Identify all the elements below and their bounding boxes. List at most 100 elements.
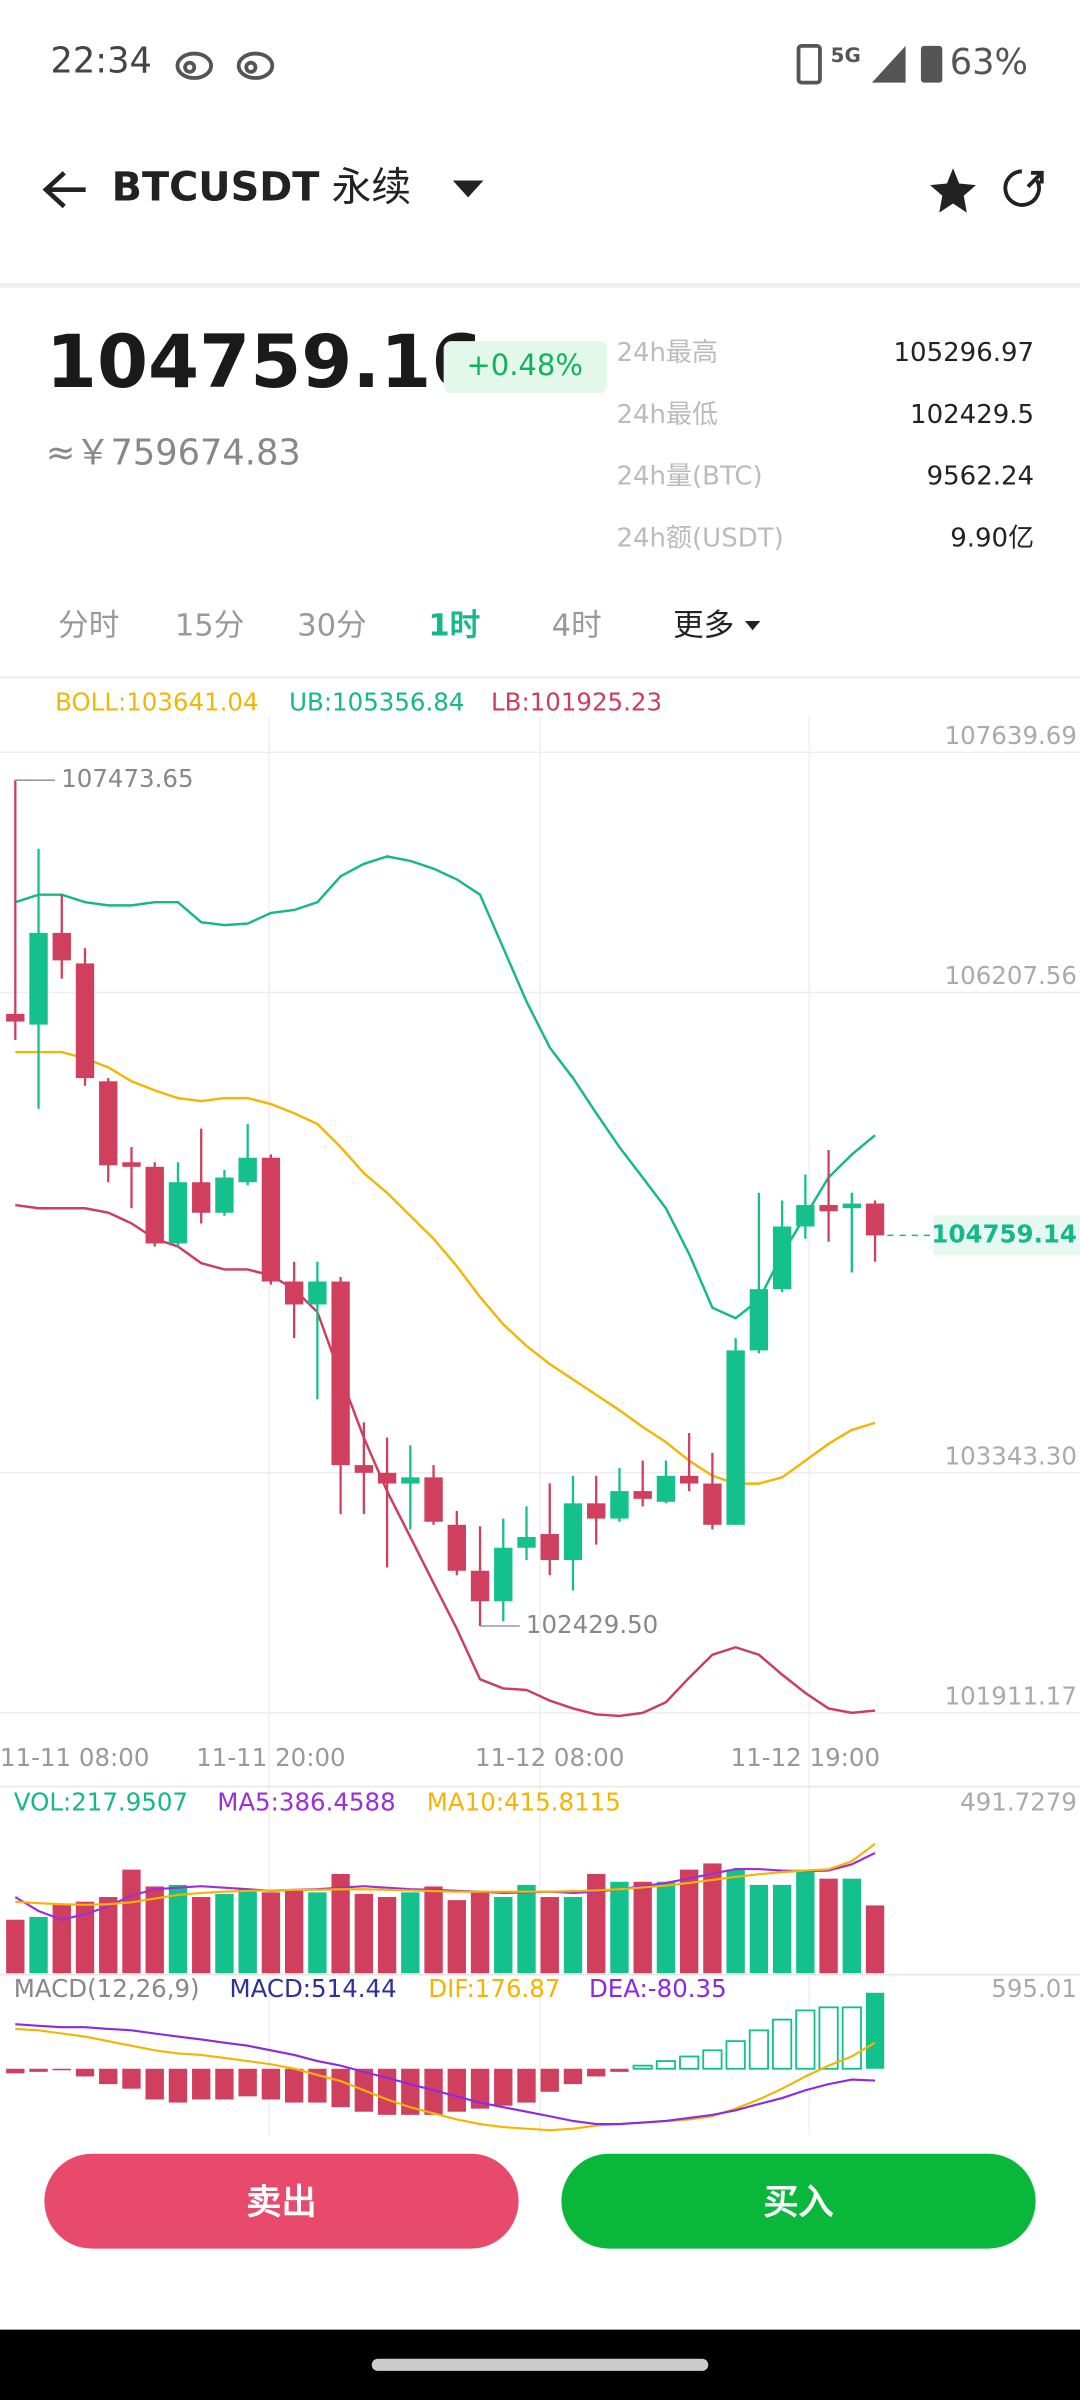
macd-bar bbox=[865, 1992, 885, 2069]
interval-tab[interactable]: 15分 bbox=[175, 609, 245, 644]
volume-bar bbox=[842, 1878, 862, 1974]
macd-bar bbox=[99, 2068, 118, 2085]
interval-tab[interactable]: 更多 bbox=[673, 609, 734, 644]
x-tick-label: 11-11 20:00 bbox=[196, 1743, 345, 1772]
indicator-line bbox=[15, 1842, 876, 1906]
volume-bar bbox=[238, 1889, 257, 1974]
volume-bar bbox=[261, 1892, 281, 1974]
macd-bar bbox=[632, 2064, 653, 2070]
indicator-line bbox=[15, 2027, 876, 2132]
back-button[interactable] bbox=[42, 171, 86, 209]
symbol: BTCUSDT bbox=[112, 164, 320, 210]
change-percent: +0.48% bbox=[466, 348, 583, 382]
volume-bar bbox=[75, 1901, 95, 1974]
stat-value: 9562.24 bbox=[927, 462, 1035, 492]
candle-body bbox=[238, 1157, 257, 1183]
battery-level: 63% bbox=[950, 42, 1028, 83]
buy-button[interactable] bbox=[561, 2153, 1036, 2249]
volume-bar bbox=[679, 1869, 699, 1974]
interval-tab[interactable]: 分时 bbox=[58, 609, 119, 644]
status-time: 22:34 bbox=[50, 41, 151, 82]
candle-body bbox=[331, 1281, 350, 1466]
interval-tabs: 分时 15分 30分 1时 4时 更多 bbox=[58, 609, 761, 644]
volume-bar bbox=[52, 1904, 71, 1974]
legend-entry: DEA:-80.35 bbox=[589, 1974, 727, 2003]
macd-bar bbox=[261, 2068, 281, 2100]
volume-bar bbox=[401, 1892, 420, 1974]
favorite-button[interactable] bbox=[930, 168, 976, 213]
buy-label: 买入 bbox=[763, 2182, 833, 2223]
legend-entry: VOL:217.9507 bbox=[14, 1787, 188, 1816]
low-label: 102429.50 bbox=[526, 1610, 658, 1639]
volume-bar bbox=[29, 1916, 48, 1974]
legend-entry: MACD:514.44 bbox=[229, 1974, 396, 2003]
candle-body bbox=[772, 1226, 792, 1290]
macd-bar bbox=[168, 2068, 188, 2103]
share-button[interactable] bbox=[1003, 169, 1044, 207]
candle-body bbox=[494, 1547, 513, 1602]
macd-bar bbox=[470, 2068, 490, 2109]
volume-bar bbox=[517, 1884, 536, 1974]
volume-bar bbox=[122, 1869, 141, 1974]
macd-bar bbox=[284, 2068, 304, 2103]
high-label: 107473.65 bbox=[61, 764, 193, 793]
candle-body bbox=[354, 1465, 374, 1473]
candle-body bbox=[819, 1205, 838, 1212]
battery-icon bbox=[920, 45, 943, 83]
last-price-tag bbox=[933, 1215, 1080, 1256]
volume-bar bbox=[377, 1897, 397, 1974]
volume-bar bbox=[192, 1897, 211, 1974]
change-badge bbox=[443, 341, 608, 394]
symbol-title[interactable]: BTCUSDT 永续 bbox=[112, 164, 411, 210]
macd-bar bbox=[494, 2068, 513, 2106]
macd-bar bbox=[122, 2068, 141, 2089]
volume-bar bbox=[145, 1886, 164, 1974]
volume-bar bbox=[424, 1886, 443, 1974]
legend-entry: LB:101925.23 bbox=[491, 688, 662, 717]
candle-body bbox=[610, 1491, 629, 1519]
candle-body bbox=[145, 1166, 164, 1244]
candle-body bbox=[865, 1203, 885, 1236]
volume-bar bbox=[494, 1897, 513, 1974]
volume-bar bbox=[215, 1893, 234, 1974]
candle-body bbox=[703, 1483, 722, 1525]
macd-bar bbox=[517, 2068, 536, 2103]
legend-entry: MA10:415.8115 bbox=[427, 1787, 621, 1816]
macd-bar bbox=[655, 2060, 677, 2070]
macd-bar bbox=[795, 2009, 816, 2070]
sell-label: 卖出 bbox=[246, 2182, 316, 2223]
macd-bar bbox=[215, 2068, 234, 2100]
x-tick-label: 11-11 08:00 bbox=[0, 1743, 149, 1772]
candle-body bbox=[308, 1281, 327, 1305]
symbol-dropdown[interactable] bbox=[452, 180, 484, 198]
volume-bar bbox=[540, 1897, 559, 1974]
contract: 永续 bbox=[332, 164, 412, 210]
candle-body bbox=[215, 1177, 234, 1213]
macd-bar bbox=[424, 2068, 443, 2115]
stats: 24h最高 105296.97 24h最低 102429.5 24h量(BTC) 9562… bbox=[616, 338, 1034, 554]
volume-bar bbox=[772, 1884, 792, 1974]
volume-bar bbox=[99, 1897, 118, 1974]
macd-bar bbox=[587, 2068, 606, 2077]
interval-tab[interactable]: 30分 bbox=[297, 609, 367, 644]
candle-body bbox=[99, 1081, 118, 1166]
volume-bar bbox=[656, 1881, 676, 1974]
stat-label: 24h最低 bbox=[616, 400, 718, 430]
home-indicator[interactable] bbox=[371, 2358, 709, 2371]
legend-title: MACD(12,26,9) bbox=[14, 1974, 200, 2003]
y-tick-label: 491.7279 bbox=[960, 1787, 1077, 1816]
candle-body bbox=[633, 1491, 652, 1499]
macd-bar bbox=[331, 2068, 350, 2108]
stat-label: 24h最高 bbox=[616, 338, 718, 368]
interval-tab[interactable]: 1时 bbox=[428, 609, 480, 644]
candle-body bbox=[796, 1205, 815, 1227]
macd-bar bbox=[725, 2040, 746, 2070]
volume-bar bbox=[308, 1892, 327, 1974]
sell-button[interactable] bbox=[44, 2153, 519, 2249]
candle-body bbox=[284, 1281, 304, 1305]
interval-tab[interactable]: 4时 bbox=[552, 609, 602, 644]
macd-bar bbox=[679, 2055, 700, 2070]
candle-body bbox=[122, 1162, 141, 1167]
volume-bar bbox=[796, 1869, 815, 1974]
